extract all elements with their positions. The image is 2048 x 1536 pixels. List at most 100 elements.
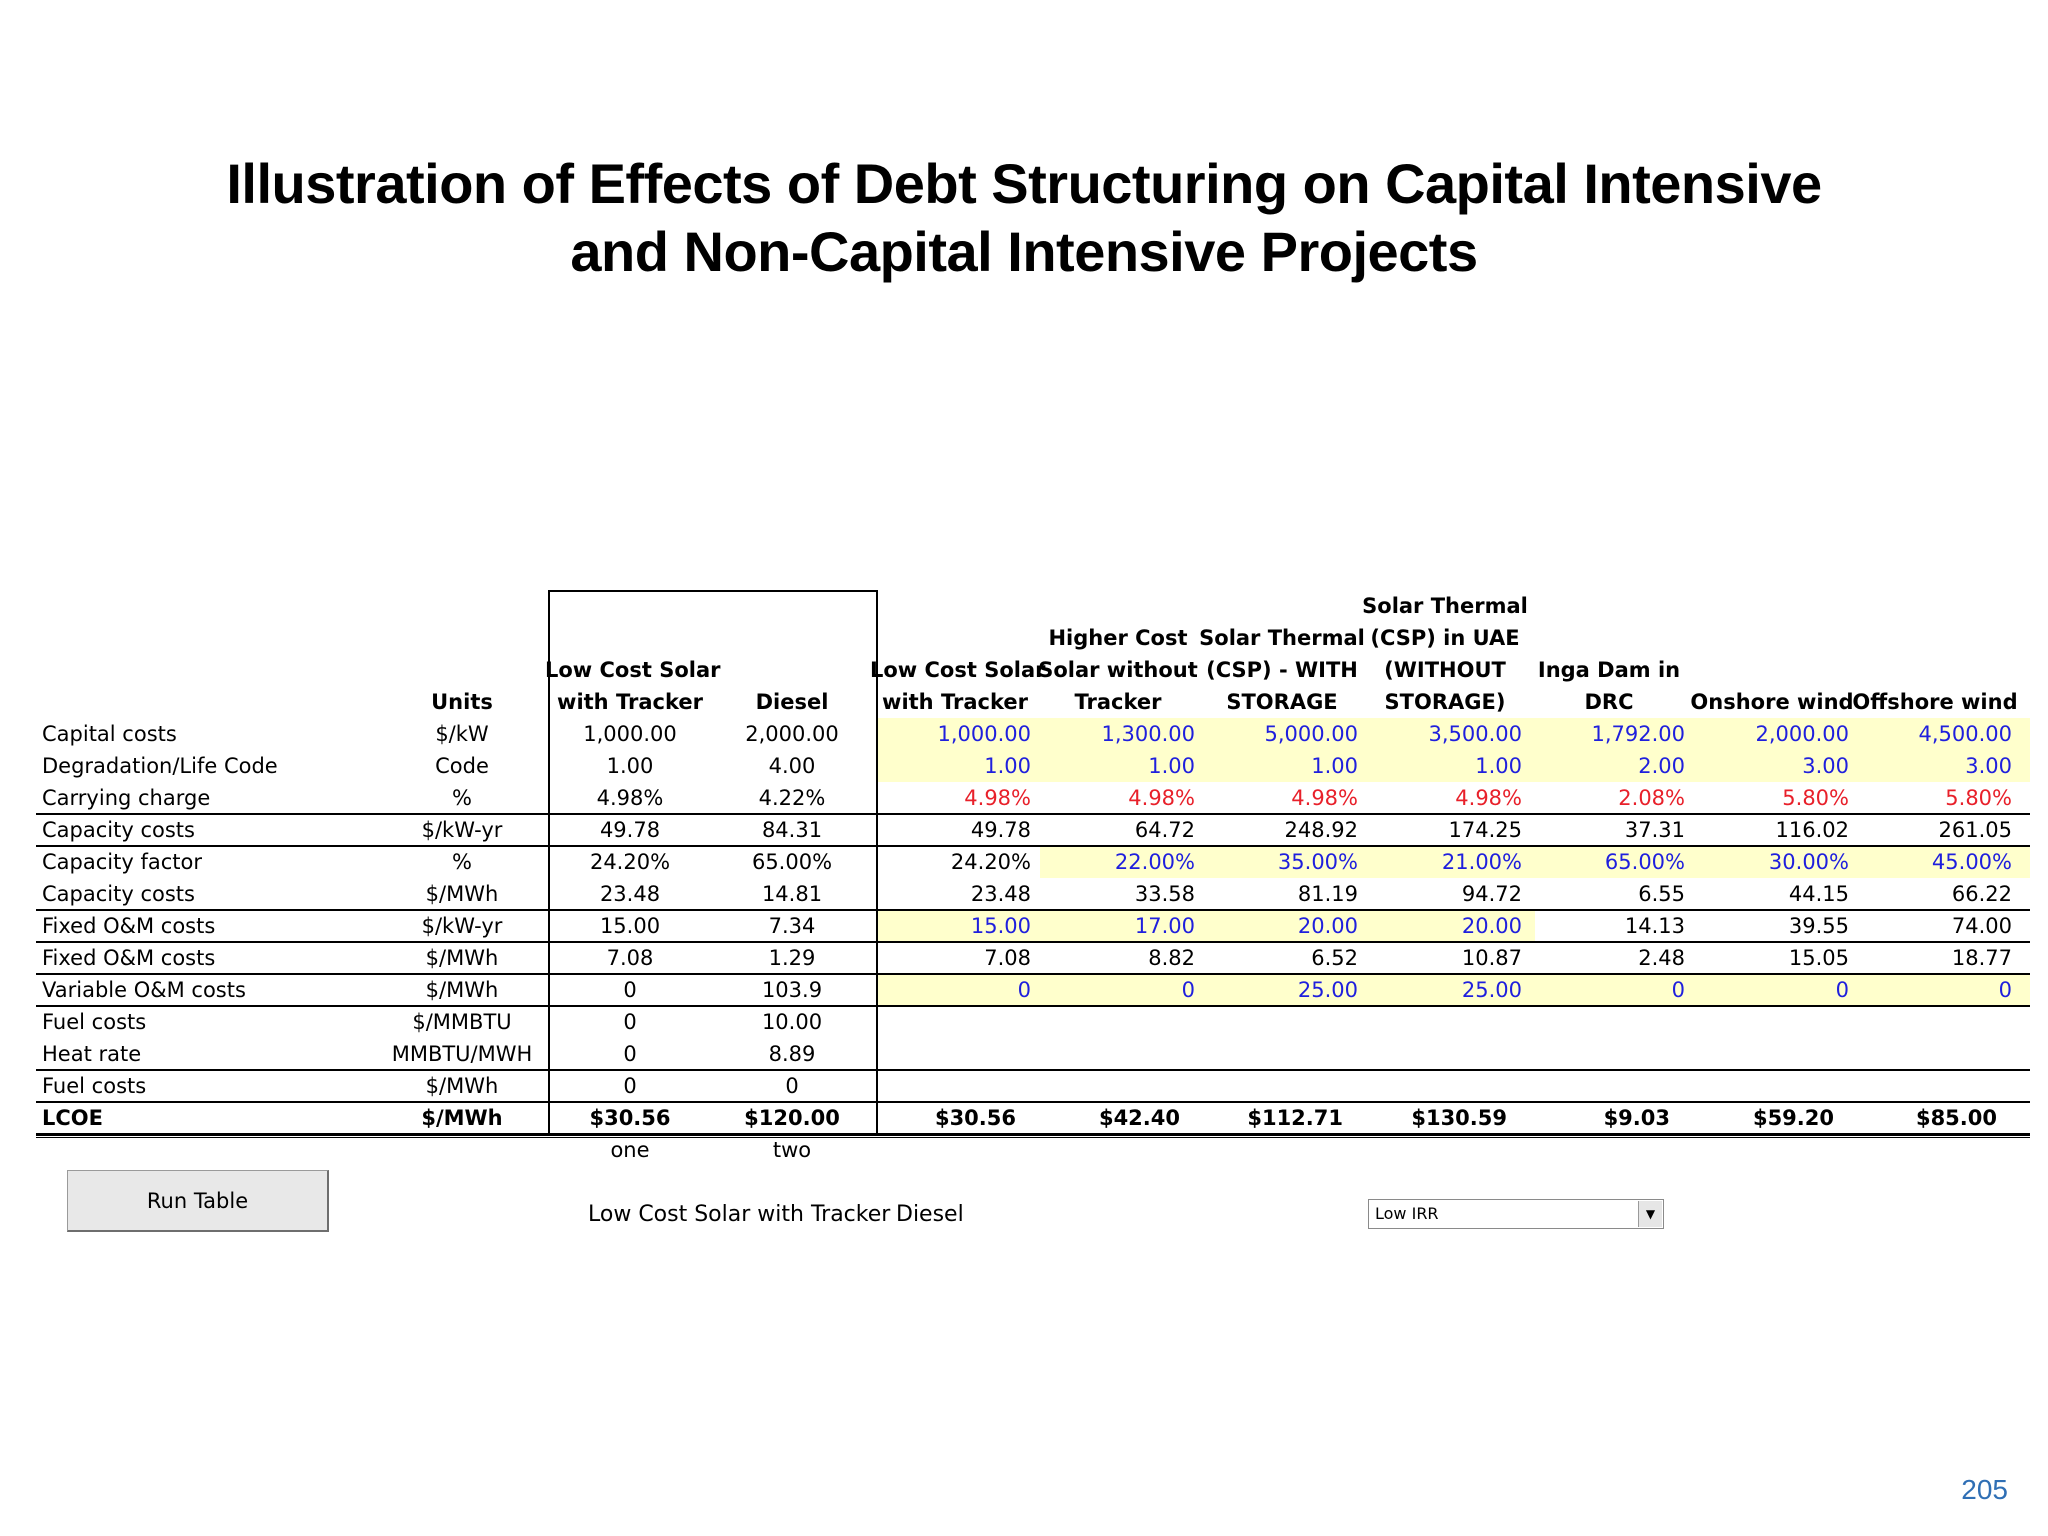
row-divider — [36, 941, 2030, 943]
column-header: Higher Cost Solar without Tracker — [1033, 622, 1203, 718]
row-unit: % — [452, 850, 472, 874]
table-cell: 44.15 — [1788, 882, 1849, 906]
run-table-button[interactable]: Run Table — [67, 1170, 329, 1232]
row-unit: $/MWh — [425, 882, 499, 906]
table-cell: 10.00 — [761, 1010, 823, 1034]
table-cell: 15.00 — [970, 914, 1031, 938]
row-divider — [36, 909, 2030, 911]
column-header: Offshore wind — [1850, 686, 2020, 718]
table-cell: 6.52 — [1311, 946, 1358, 970]
row-label: Capacity factor — [42, 850, 202, 874]
row-unit: $/MWh — [425, 946, 499, 970]
table-cell: 39.55 — [1788, 914, 1849, 938]
column-header-line: (CSP) - WITH — [1206, 658, 1358, 682]
selection-a-label: Low Cost Solar with Tracker — [588, 1202, 891, 1227]
table-cell: 3,500.00 — [1428, 722, 1522, 746]
title-line-2: and Non-Capital Intensive Projects — [570, 220, 1478, 283]
table-cell: 25.00 — [1461, 978, 1522, 1002]
table-cell: 2,000.00 — [1755, 722, 1849, 746]
table-cell: $130.59 — [1411, 1106, 1507, 1130]
column-header: Low Cost Solar with Tracker — [545, 654, 721, 718]
table-cell: 7.08 — [606, 946, 654, 970]
table-cell: 20.00 — [1461, 914, 1522, 938]
table-cell: 4.98% — [596, 786, 664, 810]
column-header-line: Tracker — [1074, 690, 1162, 714]
row-label: Carrying charge — [42, 786, 211, 810]
table-cell: 116.02 — [1775, 818, 1849, 842]
table-cell: 0 — [1835, 978, 1849, 1002]
table-cell: 5.80% — [1945, 786, 2012, 810]
table-cell: 7.08 — [984, 946, 1031, 970]
input-fill-region — [877, 974, 2030, 1006]
table-cell: $85.00 — [1915, 1106, 1997, 1130]
column-header-line: Low Cost Solar — [545, 658, 721, 682]
table-cell: 4.98% — [1291, 786, 1358, 810]
table-cell: 0 — [623, 1042, 637, 1066]
table-cell: $42.40 — [1098, 1106, 1180, 1130]
table-cell: 5,000.00 — [1264, 722, 1358, 746]
column-header-line: STORAGE) — [1384, 690, 1506, 714]
table-cell: 21.00% — [1441, 850, 1522, 874]
table-cell: 5.80% — [1782, 786, 1849, 810]
table-cell: 4.98% — [964, 786, 1031, 810]
table-cell: 25.00 — [1297, 978, 1358, 1002]
table-cell: 24.20% — [950, 850, 1031, 874]
scenario-dropdown[interactable]: Low IRR ▼ — [1368, 1199, 1664, 1229]
table-cell: $112.71 — [1247, 1106, 1343, 1130]
column-header: Inga Dam in DRC — [1524, 654, 1694, 718]
row-unit: MMBTU/MWH — [391, 1042, 533, 1066]
table-cell: 22.00% — [1114, 850, 1195, 874]
column-header-line: DRC — [1584, 690, 1634, 714]
box-border — [548, 590, 550, 1134]
table-cell: 0 — [1017, 978, 1031, 1002]
selection-b-label: Diesel — [896, 1202, 964, 1227]
table-cell: 2,000.00 — [745, 722, 839, 746]
table-cell: 64.72 — [1134, 818, 1195, 842]
row-unit: $/kW-yr — [421, 914, 503, 938]
row-label: Capital costs — [42, 722, 177, 746]
table-cell: 45.00% — [1931, 850, 2012, 874]
row-unit: $/MMBTU — [412, 1010, 512, 1034]
table-cell: 174.25 — [1448, 818, 1522, 842]
column-header-line: Diesel — [755, 690, 829, 714]
table-cell: 1.29 — [768, 946, 816, 970]
slide-title: Illustration of Effects of Debt Structur… — [0, 150, 2048, 286]
table-cell: 35.00% — [1277, 850, 1358, 874]
table-cell: 1,300.00 — [1101, 722, 1195, 746]
table-cell: 8.82 — [1148, 946, 1195, 970]
footer-label: one — [610, 1138, 650, 1162]
table-cell: 1.00 — [606, 754, 654, 778]
table-cell: 15.05 — [1788, 946, 1849, 970]
table-cell: 24.20% — [589, 850, 671, 874]
row-label: Degradation/Life Code — [42, 754, 278, 778]
row-label: Variable O&M costs — [42, 978, 246, 1002]
table-cell: 0 — [1998, 978, 2012, 1002]
table-cell: 49.78 — [599, 818, 661, 842]
input-fill-region — [877, 718, 2030, 782]
column-header: Solar Thermal (CSP) in UAE (WITHOUT STORAGE… — [1360, 590, 1530, 718]
table-cell: 81.19 — [1297, 882, 1358, 906]
row-label: LCOE — [42, 1106, 103, 1130]
column-header: Low Cost Solar with Tracker — [870, 654, 1046, 718]
table-cell: 0 — [785, 1074, 799, 1098]
table-cell: 37.31 — [1624, 818, 1685, 842]
row-label: Fixed O&M costs — [42, 914, 216, 938]
row-label: Fuel costs — [42, 1074, 147, 1098]
column-header: Diesel — [707, 686, 877, 718]
row-divider — [36, 813, 2030, 815]
column-header-line: Higher Cost — [1048, 626, 1188, 650]
table-cell: 4.22% — [758, 786, 826, 810]
table-cell: 8.89 — [768, 1042, 816, 1066]
table-cell: 7.34 — [768, 914, 816, 938]
column-header-units: Units — [431, 690, 493, 714]
chevron-down-icon[interactable]: ▼ — [1638, 1201, 1662, 1227]
row-unit: Code — [435, 754, 489, 778]
table-cell: 20.00 — [1297, 914, 1358, 938]
table-cell: 4.98% — [1455, 786, 1522, 810]
table-cell: 3.00 — [1965, 754, 2012, 778]
footer-label: two — [772, 1138, 812, 1162]
table-cell: 0 — [623, 1074, 637, 1098]
box-border — [548, 590, 878, 592]
table-cell: 4.00 — [768, 754, 816, 778]
row-label: Capacity costs — [42, 882, 195, 906]
